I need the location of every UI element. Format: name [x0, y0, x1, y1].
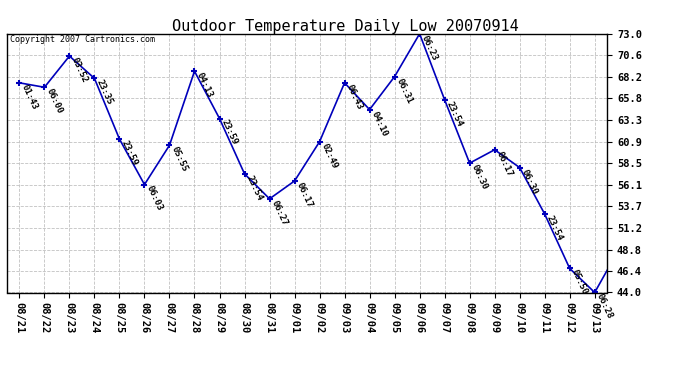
Text: Copyright 2007 Cartronics.com: Copyright 2007 Cartronics.com: [10, 35, 155, 44]
Text: 06:17: 06:17: [495, 150, 514, 178]
Text: 06:17: 06:17: [295, 181, 314, 209]
Text: 05:55: 05:55: [170, 145, 189, 174]
Text: 04:13: 04:13: [195, 71, 214, 99]
Text: 06:30: 06:30: [470, 163, 489, 191]
Text: 06:31: 06:31: [395, 76, 414, 105]
Text: 01:43: 01:43: [19, 83, 39, 111]
Text: 06:28: 06:28: [595, 292, 614, 321]
Text: 23:59: 23:59: [119, 139, 139, 167]
Text: 06:23: 06:23: [420, 34, 439, 62]
Text: 05:50: 05:50: [570, 268, 589, 297]
Text: 06:27: 06:27: [270, 199, 289, 227]
Text: 04:10: 04:10: [370, 110, 389, 138]
Text: 23:54: 23:54: [244, 174, 264, 202]
Text: 06:00: 06:00: [44, 87, 64, 116]
Text: 23:54: 23:54: [444, 100, 464, 128]
Text: 06:03: 06:03: [144, 184, 164, 213]
Text: 06:30: 06:30: [520, 168, 539, 196]
Text: 01:45: 01:45: [0, 374, 1, 375]
Text: 23:35: 23:35: [95, 78, 114, 106]
Text: 03:52: 03:52: [70, 56, 89, 84]
Text: Outdoor Temperature Daily Low 20070914: Outdoor Temperature Daily Low 20070914: [172, 19, 518, 34]
Text: 06:43: 06:43: [344, 83, 364, 111]
Text: 23:54: 23:54: [544, 214, 564, 242]
Text: 02:49: 02:49: [319, 142, 339, 170]
Text: 23:59: 23:59: [219, 118, 239, 147]
